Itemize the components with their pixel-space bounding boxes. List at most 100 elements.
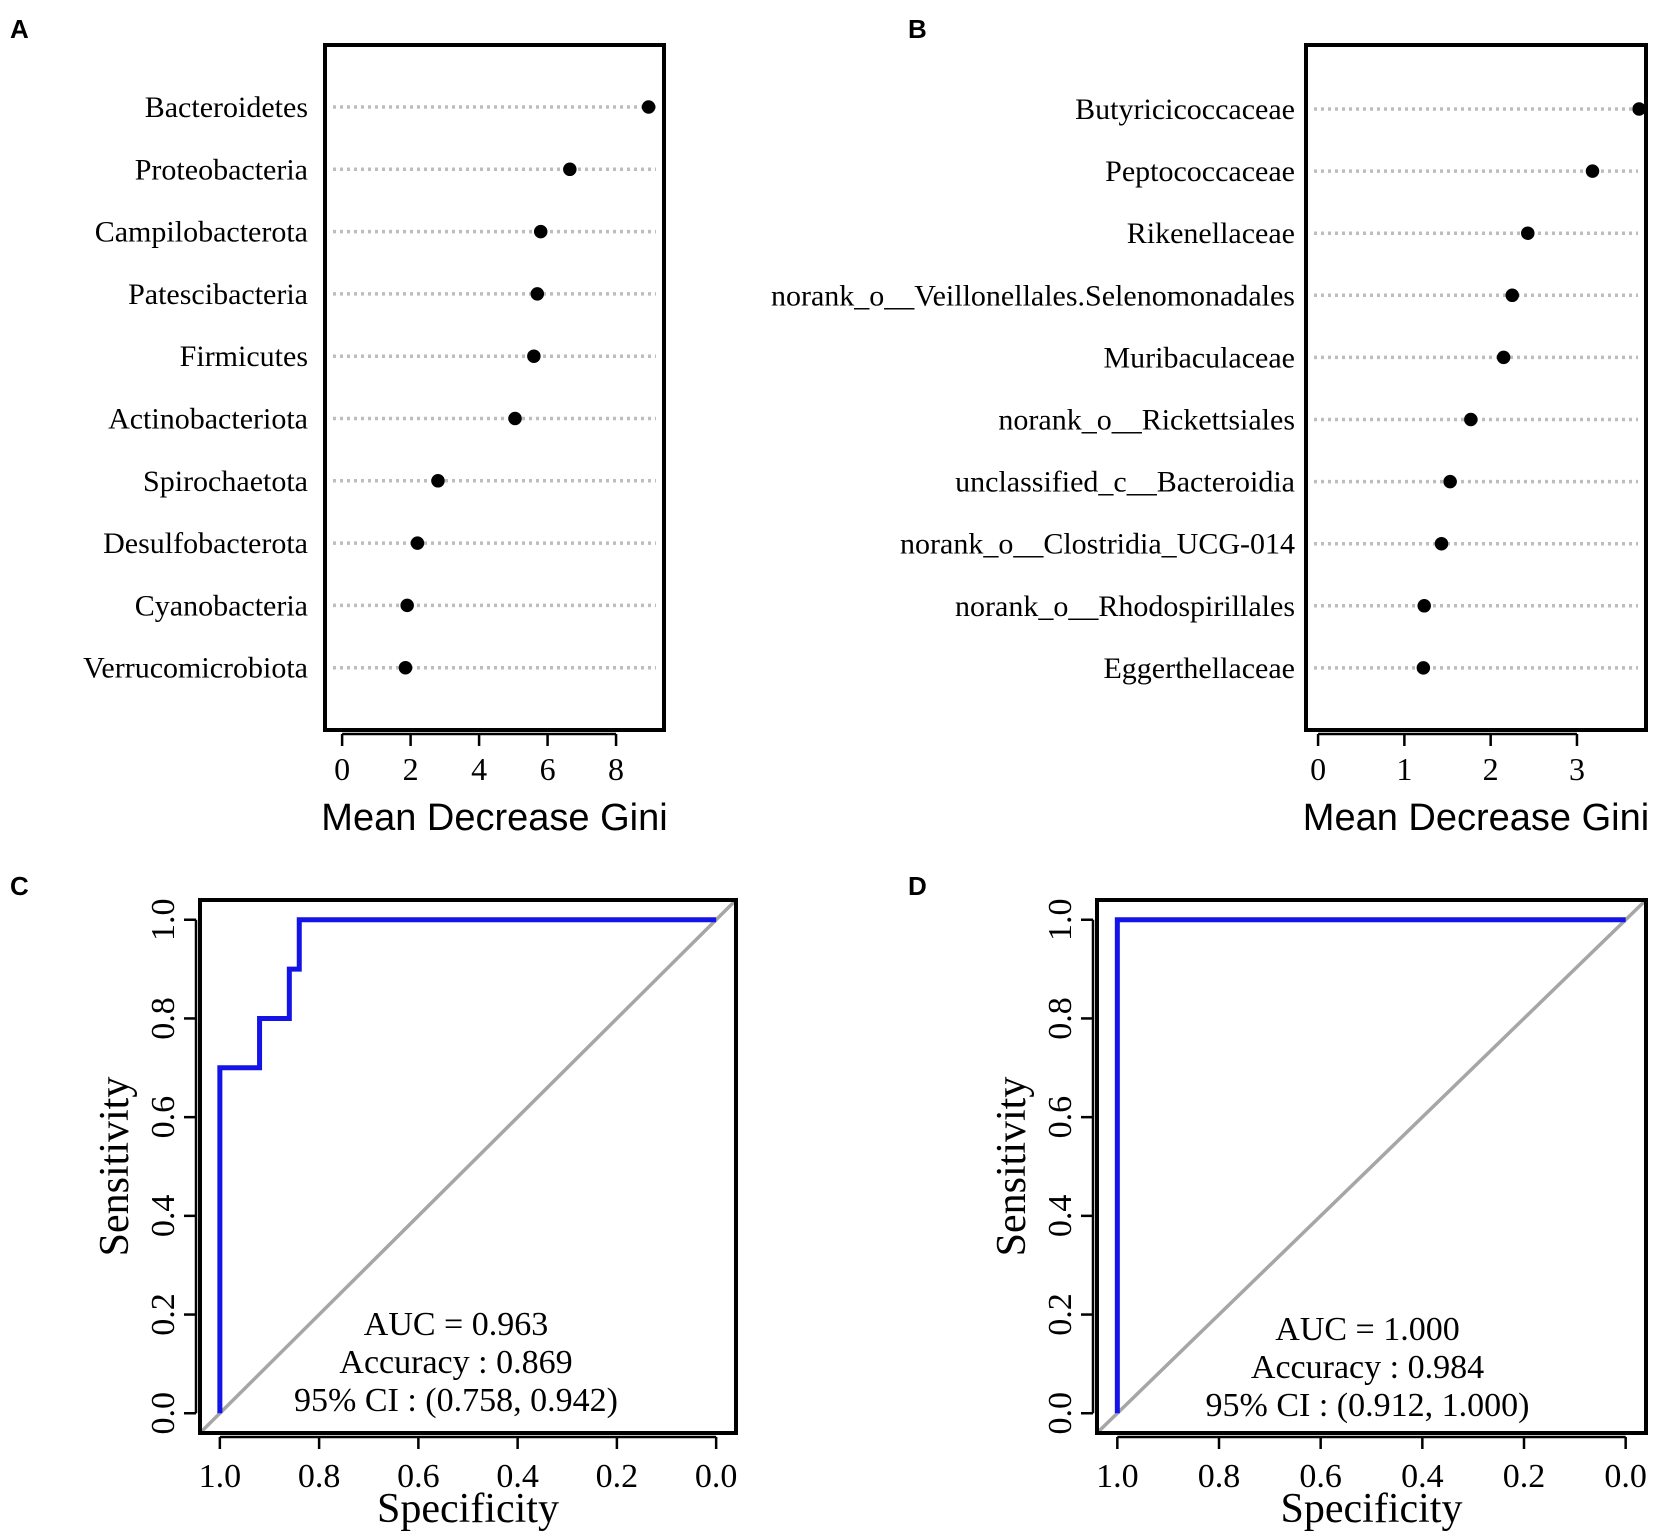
y-tick-label: 0.2 bbox=[145, 1293, 182, 1336]
x-tick-label: 2 bbox=[403, 751, 419, 787]
category-label-actinobacteriota: Actinobacteriota bbox=[108, 403, 308, 436]
category-label-campilobacterota: Campilobacterota bbox=[95, 216, 308, 249]
panel-b: B Butyricicoccaceae Peptococcaceae Rikenel… bbox=[771, 14, 1649, 839]
auc-text: AUC = 0.963 bbox=[364, 1306, 548, 1343]
dot-norank-o-veillonellales-selenomonadales bbox=[1505, 288, 1519, 303]
dot-bacteroidetes bbox=[641, 100, 656, 114]
y-tick-label: 1.0 bbox=[1042, 898, 1079, 941]
plot-frame-b bbox=[1304, 43, 1648, 732]
dot-norank-o-rhodospirillales bbox=[1417, 599, 1431, 613]
x-tick-label: 0 bbox=[1310, 751, 1326, 787]
plot-frame-a bbox=[323, 43, 666, 732]
x-tick-label: 0.6 bbox=[1299, 1458, 1342, 1495]
category-label-eggerthellaceae: Eggerthellaceae bbox=[1103, 652, 1295, 685]
roc-curve-roc bbox=[217, 917, 717, 1414]
x-tick-label: 0.2 bbox=[1503, 1458, 1546, 1495]
accuracy-text: Accuracy : 0.984 bbox=[1251, 1349, 1484, 1386]
x-tick-label: 6 bbox=[540, 751, 556, 787]
diagonal-reference-line bbox=[198, 898, 738, 1435]
x-tick-label: 0.4 bbox=[496, 1458, 539, 1495]
x-tick-label: 0.4 bbox=[1401, 1458, 1444, 1495]
dot-norank-o-clostridia-ucg-014 bbox=[1434, 536, 1449, 551]
dot-norank-o-rickettsiales bbox=[1464, 412, 1478, 427]
x-tick-label: 2 bbox=[1483, 751, 1499, 787]
x-tick-label: 0.0 bbox=[1604, 1458, 1647, 1495]
panel-letter-b: B bbox=[908, 14, 927, 44]
category-label-unclassified-c-bacteroidia: unclassified_c__Bacteroidia bbox=[955, 466, 1295, 499]
plot-frame-d bbox=[1095, 898, 1648, 1435]
y-tick-label: 0.8 bbox=[1042, 997, 1079, 1040]
panel-a: A Bacteroidetes Proteobacteria Campilobact… bbox=[10, 14, 668, 839]
y-axis-title: Sensitivity bbox=[989, 1077, 1035, 1257]
x-tick-label: 0.0 bbox=[695, 1458, 738, 1495]
y-tick-label: 0.0 bbox=[145, 1392, 182, 1435]
dot-actinobacteriota bbox=[508, 411, 522, 426]
panel-letter-c: C bbox=[10, 871, 29, 901]
dot-butyricicoccaceae bbox=[1632, 102, 1646, 116]
category-label-norank-o-clostridia-ucg-014: norank_o__Clostridia_UCG-014 bbox=[900, 528, 1295, 561]
panel-c: C 1.0 0.8 0.6 0.4 0.2 0.0 Specificity 0.0 0.2 0.4… bbox=[10, 871, 738, 1532]
dot-eggerthellaceae bbox=[1416, 661, 1431, 675]
y-tick-label: 0.6 bbox=[145, 1096, 182, 1139]
category-label-firmicutes: Firmicutes bbox=[180, 340, 308, 373]
panel-d: D 1.0 0.8 0.6 0.4 0.2 0.0 Specificity 0.0 0.2 0.4… bbox=[908, 871, 1648, 1532]
dot-peptococcaceae bbox=[1585, 164, 1600, 178]
y-tick-label: 1.0 bbox=[145, 898, 182, 941]
roc-curve-roc bbox=[1114, 917, 1626, 1414]
plot-frame-c bbox=[198, 898, 738, 1435]
x-tick-label: 0.8 bbox=[1198, 1458, 1241, 1495]
y-tick-label: 0.8 bbox=[145, 997, 182, 1040]
dot-muribaculaceae bbox=[1496, 350, 1511, 365]
dot-firmicutes bbox=[527, 349, 541, 363]
x-tick-label: 0.2 bbox=[596, 1458, 639, 1495]
auc-text: AUC = 1.000 bbox=[1275, 1311, 1459, 1348]
category-label-peptococcaceae: Peptococcaceae bbox=[1105, 155, 1295, 188]
dot-spirochaetota bbox=[431, 474, 445, 488]
category-label-patescibacteria: Patescibacteria bbox=[128, 278, 308, 311]
x-tick-label: 1.0 bbox=[199, 1458, 242, 1495]
ci-text: 95% CI : (0.912, 1.000) bbox=[1206, 1387, 1530, 1424]
category-label-bacteroidetes: Bacteroidetes bbox=[145, 91, 308, 124]
x-axis-title: Specificity bbox=[1281, 1486, 1463, 1532]
category-label-norank-o-rhodospirillales: norank_o__Rhodospirillales bbox=[955, 590, 1295, 623]
x-tick-label: 8 bbox=[608, 751, 624, 787]
x-tick-label: 0 bbox=[334, 751, 350, 787]
dot-desulfobacterota bbox=[410, 536, 425, 550]
y-tick-label: 0.6 bbox=[1042, 1096, 1079, 1139]
category-label-proteobacteria: Proteobacteria bbox=[135, 153, 308, 186]
dot-verrucomicrobiota bbox=[398, 660, 413, 675]
dot-rikenellaceae bbox=[1521, 226, 1535, 240]
x-tick-label: 0.8 bbox=[298, 1458, 341, 1495]
x-tick-label: 3 bbox=[1569, 751, 1585, 787]
category-label-verrucomicrobiota: Verrucomicrobiota bbox=[83, 652, 308, 685]
x-tick-label: 0.6 bbox=[397, 1458, 440, 1495]
category-label-rikenellaceae: Rikenellaceae bbox=[1127, 217, 1295, 250]
category-label-spirochaetota: Spirochaetota bbox=[143, 465, 308, 498]
x-tick-label: 1 bbox=[1396, 751, 1412, 787]
diagonal-reference-line bbox=[1095, 898, 1648, 1435]
panel-letter-d: D bbox=[908, 871, 927, 901]
dot-unclassified-c-bacteroidia bbox=[1443, 474, 1457, 489]
x-axis-title: Specificity bbox=[377, 1486, 559, 1532]
y-tick-label: 0.4 bbox=[1042, 1195, 1079, 1238]
x-axis-title: Mean Decrease Gini bbox=[321, 797, 667, 839]
x-tick-label: 1.0 bbox=[1096, 1458, 1139, 1495]
category-label-butyricicoccaceae: Butyricicoccaceae bbox=[1075, 93, 1295, 126]
y-tick-label: 0.0 bbox=[1042, 1392, 1079, 1435]
ci-text: 95% CI : (0.758, 0.942) bbox=[294, 1382, 618, 1419]
y-axis-title: Sensitivity bbox=[92, 1077, 138, 1257]
dot-proteobacteria bbox=[563, 162, 577, 177]
y-tick-label: 0.2 bbox=[1042, 1293, 1079, 1336]
x-tick-label: 4 bbox=[471, 751, 487, 787]
dot-campilobacterota bbox=[533, 224, 548, 239]
y-tick-label: 0.4 bbox=[145, 1195, 182, 1238]
dot-cyanobacteria bbox=[400, 598, 414, 613]
category-label-norank-o-rickettsiales: norank_o__Rickettsiales bbox=[998, 404, 1295, 437]
dot-patescibacteria bbox=[530, 287, 545, 301]
panel-letter-a: A bbox=[10, 14, 29, 44]
category-label-norank-o-veillonellales-selenomonadales: norank_o__Veillonellales.Selenomonadales bbox=[771, 279, 1295, 312]
x-axis-title: Mean Decrease Gini bbox=[1303, 797, 1649, 839]
category-label-muribaculaceae: Muribaculaceae bbox=[1103, 341, 1295, 374]
category-label-cyanobacteria: Cyanobacteria bbox=[135, 589, 308, 622]
